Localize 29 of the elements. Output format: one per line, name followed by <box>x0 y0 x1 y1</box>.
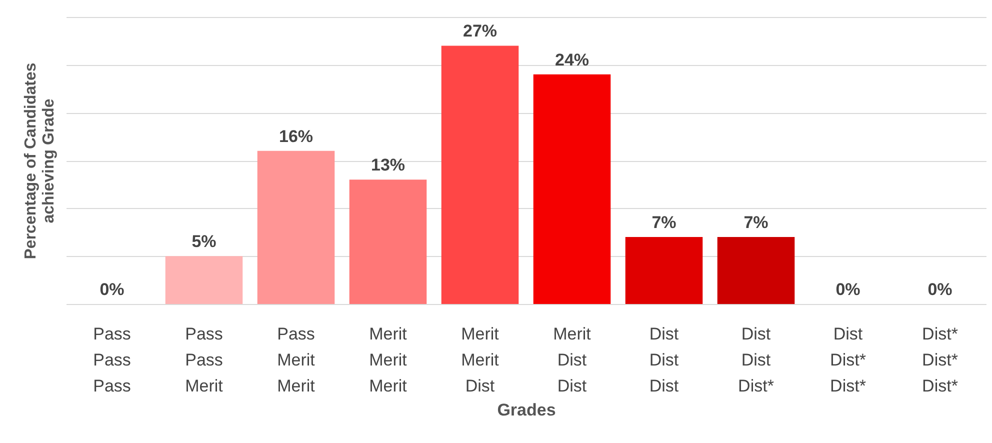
data-label: 0% <box>100 280 124 299</box>
x-axis-title: Grades <box>497 400 556 420</box>
bar <box>165 256 243 304</box>
bar <box>441 46 519 304</box>
data-label: 27% <box>462 22 498 41</box>
data-label: 0% <box>836 280 860 299</box>
x-tick-label: Pass Pass Merit <box>185 324 224 396</box>
data-label: 24% <box>554 50 590 70</box>
x-tick-label: Merit Merit Merit <box>369 324 408 396</box>
x-tick-label: Merit Dist Dist <box>553 324 592 396</box>
y-axis-title: Percentage of Candidates achieving Grade <box>22 62 58 260</box>
bar <box>625 237 703 304</box>
x-tick-label: Merit Merit Dist <box>461 324 500 396</box>
x-tick-label: Dist Dist* Dist* <box>830 324 866 396</box>
data-label: 0% <box>928 280 952 299</box>
x-tick-label: Dist Dist Dist* <box>738 324 774 396</box>
bar <box>349 180 427 304</box>
bar <box>533 74 611 304</box>
x-tick-label: Dist* Dist* Dist* <box>922 324 958 396</box>
bar <box>717 237 795 304</box>
data-label: 7% <box>652 213 676 232</box>
data-label: 5% <box>192 232 216 252</box>
bar <box>257 150 335 304</box>
x-tick-label: Dist Dist Dist <box>649 324 679 396</box>
data-label: 16% <box>278 126 314 146</box>
data-label: 13% <box>370 156 406 175</box>
data-label: 7% <box>744 213 768 232</box>
x-tick-label: Pass Pass Pass <box>93 324 131 396</box>
x-tick-label: Pass Merit Merit <box>277 324 316 396</box>
